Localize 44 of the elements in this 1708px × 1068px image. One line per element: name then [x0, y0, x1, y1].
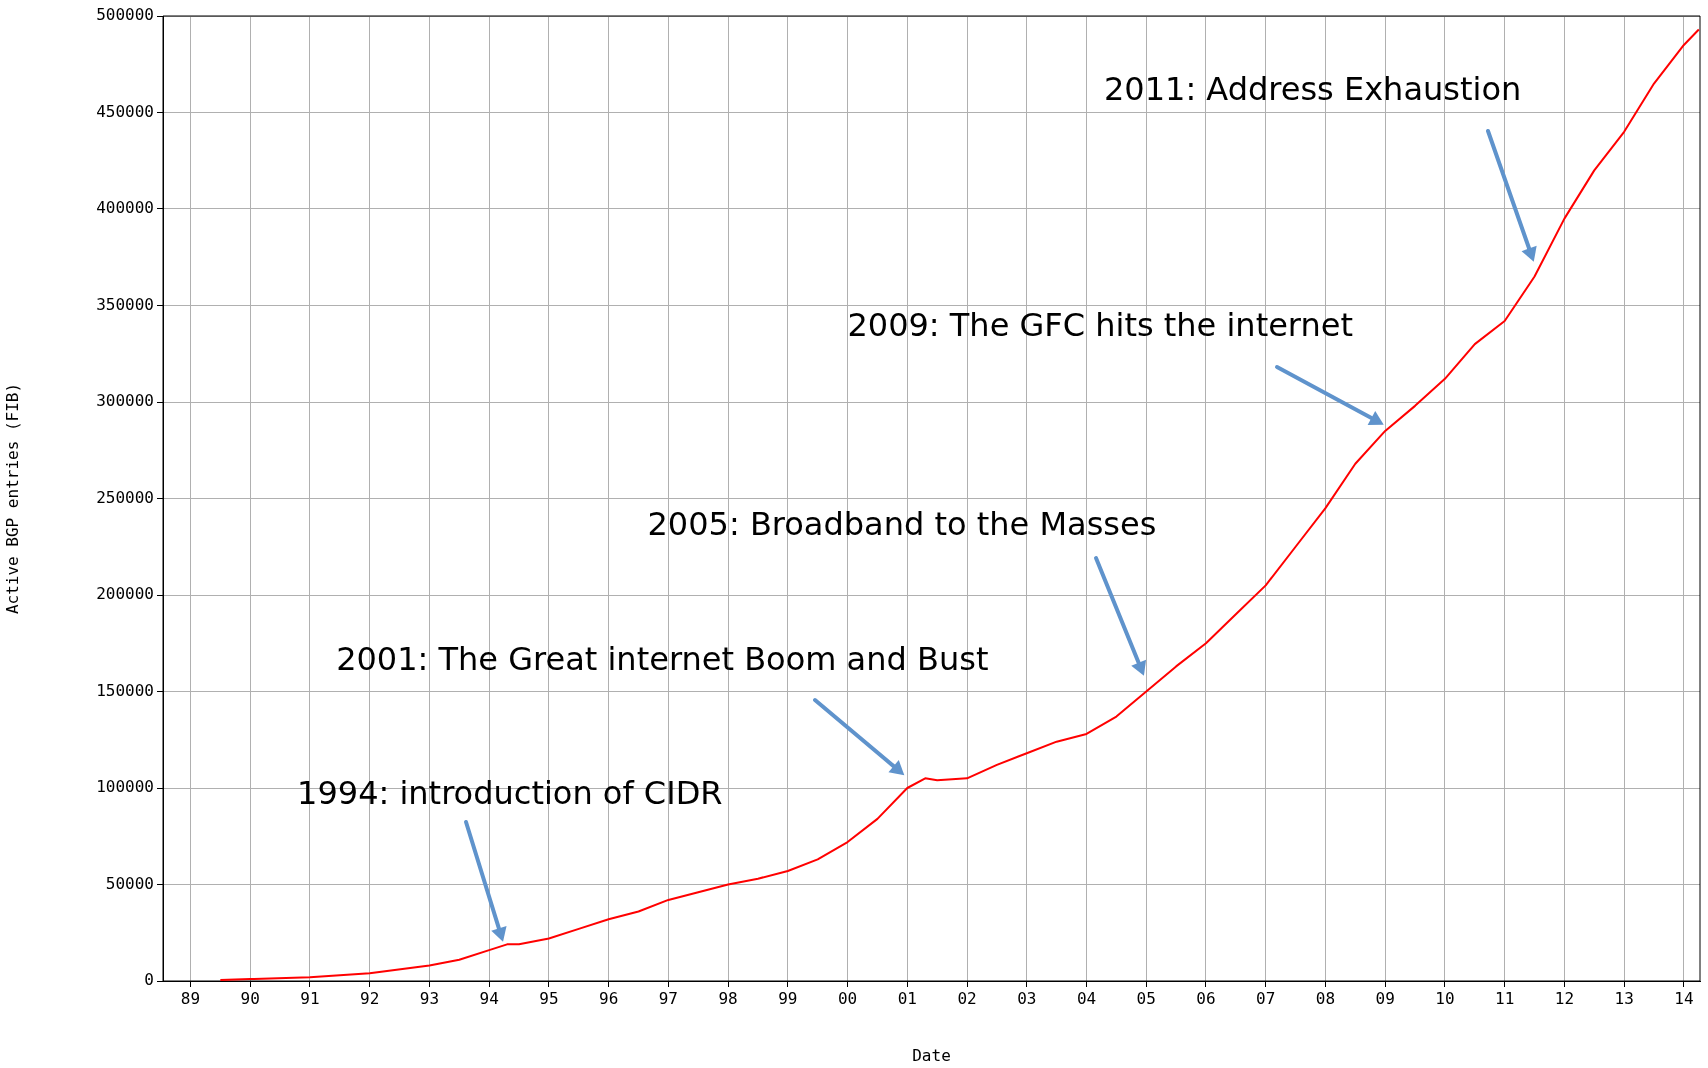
x-tick-label: 98	[718, 988, 738, 1008]
x-tick-label: 92	[360, 988, 380, 1008]
annotation: 2009: The GFC hits the internet	[847, 305, 1353, 344]
x-tick-label: 06	[1196, 988, 1216, 1008]
y-tick-label: 250000	[96, 487, 154, 507]
y-tick-label: 0	[144, 970, 154, 990]
y-tick-label: 400000	[96, 198, 154, 218]
x-tick-label: 08	[1315, 988, 1336, 1008]
x-tick-label: 13	[1614, 988, 1634, 1008]
x-tick-label: 03	[1017, 988, 1037, 1008]
x-tick-label: 11	[1495, 988, 1515, 1008]
y-tick-label: 350000	[96, 294, 154, 314]
x-tick-label: 01	[897, 988, 917, 1008]
x-tick-label: 02	[957, 988, 977, 1008]
y-tick-label: 100000	[96, 777, 154, 797]
x-tick-label: 96	[599, 988, 619, 1008]
x-tick-label: 07	[1256, 988, 1276, 1008]
x-tick-label: 95	[539, 988, 559, 1008]
x-tick-label: 99	[778, 988, 798, 1008]
x-tick-label: 91	[300, 988, 320, 1008]
y-tick-label: 200000	[96, 584, 154, 604]
y-tick-label: 450000	[96, 101, 154, 121]
x-tick-label: 12	[1554, 988, 1575, 1008]
annotation: 1994: introduction of CIDR	[297, 774, 723, 812]
annotation: 2005: Broadband to the Masses	[647, 504, 1157, 543]
x-tick-label: 05	[1136, 988, 1156, 1008]
y-tick-label: 500000	[96, 5, 154, 25]
x-tick-label: 90	[240, 988, 260, 1008]
annotation: 2001: The Great internet Boom and Bust	[336, 640, 989, 679]
x-tick-label: 10	[1435, 988, 1455, 1008]
y-tick-label: 300000	[96, 391, 154, 411]
annotation: 2011: Address Exhaustion	[1103, 70, 1522, 109]
y-tick-label: 150000	[96, 680, 154, 700]
x-tick-label: 89	[180, 988, 201, 1008]
x-tick-label: 97	[658, 988, 678, 1008]
x-tick-label: 14	[1674, 988, 1694, 1008]
x-tick-label: 94	[479, 988, 499, 1008]
x-tick-label: 00	[837, 988, 858, 1008]
x-tick-label: 09	[1375, 988, 1395, 1008]
x-axis-title: Date	[912, 1045, 951, 1065]
x-tick-label: 93	[419, 988, 440, 1008]
x-tick-label: 04	[1076, 988, 1097, 1008]
y-axis-title: Active BGP entries (FIB)	[2, 382, 22, 615]
y-tick-label: 50000	[105, 873, 154, 893]
